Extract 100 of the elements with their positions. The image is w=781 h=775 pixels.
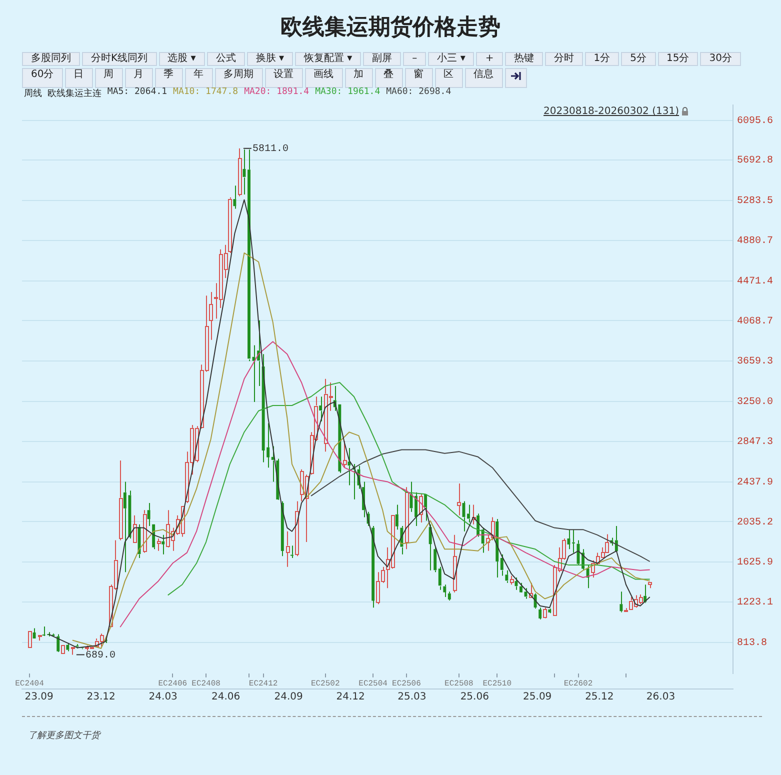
candlestick <box>42 626 46 636</box>
candlestick <box>290 545 294 558</box>
y-tick-label: 1223.1 <box>736 598 774 609</box>
candlestick <box>280 500 284 557</box>
x2-tick-label: EC2506 <box>392 679 422 688</box>
text: 恢复配置 ▾ <box>294 52 362 66</box>
candlestick <box>319 396 322 422</box>
y-tick-label: 3250.0 <box>736 397 774 408</box>
x-tick-label: 25.03 <box>398 692 426 703</box>
text: 区 <box>434 68 463 88</box>
text: 了解更多图文干货 <box>28 730 100 742</box>
text: 多股同列 <box>22 52 80 66</box>
candlestick <box>567 529 570 550</box>
y-tick-label: 3659.3 <box>736 356 774 368</box>
candlestick <box>162 534 165 555</box>
text: 1分 <box>584 52 620 66</box>
text: 季 <box>154 68 183 88</box>
candlestick <box>372 526 375 608</box>
text: 月 <box>124 68 153 88</box>
text: 5分 <box>621 52 656 66</box>
text: 周线 欧线集运主连 <box>24 88 102 100</box>
candlestick <box>572 529 575 554</box>
candlestick <box>395 504 398 530</box>
x-tick-label: 25.09 <box>523 692 552 703</box>
text: 公式 <box>206 52 245 66</box>
candlestick <box>505 570 508 584</box>
x2-tick-label: EC2504 <box>358 679 388 688</box>
x2-tick-label: EC2602 <box>564 679 593 688</box>
text: 加 <box>344 68 373 88</box>
candlestick <box>467 504 470 524</box>
candlestick <box>248 148 250 362</box>
x2-tick-label: EC2406 <box>158 679 188 688</box>
text: MA20: 1891.4 <box>244 87 310 99</box>
text: 60分 <box>22 68 63 88</box>
y-tick-label: 2035.2 <box>736 517 774 528</box>
y-tick-label: 2847.3 <box>736 437 774 448</box>
candlestick <box>620 591 623 613</box>
text: 画线 <box>304 68 343 88</box>
text: MA60: 2698.4 <box>386 87 452 99</box>
text: MA30: 1961.4 <box>315 87 380 99</box>
text: 分时K线同列 <box>82 52 157 66</box>
y-tick-label: 4471.4 <box>736 276 774 288</box>
candlestick <box>496 518 499 578</box>
x2-tick-label: EC2412 <box>248 679 278 688</box>
annotation: 20230818-20260302 (131) <box>544 106 679 117</box>
y-tick-label: 1625.9 <box>736 558 774 569</box>
text: 日 <box>64 68 93 88</box>
text: 窗 <box>404 68 433 88</box>
text: MA5: 2064.1 <box>107 87 168 99</box>
y-tick-label: 4068.7 <box>736 316 774 328</box>
x-tick-label: 25.12 <box>585 692 614 703</box>
text: 选股 ▾ <box>158 52 205 66</box>
x-tick-label: 24.03 <box>148 692 178 703</box>
x-tick-label: 25.06 <box>460 692 489 703</box>
text: 30分 <box>700 52 741 66</box>
text: 热键 <box>504 52 543 66</box>
x2-tick-label: EC2502 <box>310 679 340 688</box>
text: 设置 <box>264 68 303 88</box>
y-tick-label: 813.8 <box>736 638 768 650</box>
text: 周 <box>94 68 123 88</box>
x2-tick-label: EC2510 <box>482 679 512 688</box>
y-tick-label: 2437.9 <box>736 477 774 488</box>
annotation: 689.0 <box>85 650 116 662</box>
y-tick-label: 5283.5 <box>736 196 774 208</box>
text: 多周期 <box>214 68 263 88</box>
text: 小三 ▾ <box>428 52 474 66</box>
text: – <box>403 52 426 66</box>
chart-title: 欧线集运期货价格走势 <box>280 14 502 42</box>
annotation: 5811.0 <box>252 144 288 156</box>
text: 分时 <box>544 52 583 66</box>
y-tick-label: 4880.7 <box>736 236 774 247</box>
candlestick <box>538 607 542 620</box>
candlestick <box>414 492 418 527</box>
candlestick <box>424 494 428 522</box>
y-tick-label: 6095.6 <box>736 116 774 127</box>
y-tick-label: 5692.8 <box>736 156 774 167</box>
x-tick-label: 26.03 <box>646 692 676 703</box>
x-tick-label: 23.12 <box>86 692 116 703</box>
candlestick <box>448 591 451 602</box>
text: + <box>476 52 503 66</box>
x2-tick-label: EC2404 <box>15 679 44 688</box>
x-tick-label: 24.06 <box>212 692 240 703</box>
candlestick <box>56 634 60 652</box>
text: 15分 <box>658 52 698 66</box>
x-tick-label: 24.12 <box>336 692 365 703</box>
text: MA10: 1747.8 <box>173 87 238 99</box>
candlestick <box>233 185 236 210</box>
text: 信息 <box>464 68 503 88</box>
candlestick <box>242 148 246 195</box>
x-tick-label: 23.09 <box>24 692 54 703</box>
text: 换肤 ▾ <box>246 52 293 66</box>
text: 叠 <box>374 68 403 88</box>
x-tick-label: 24.09 <box>274 692 303 703</box>
x2-tick-label: EC2408 <box>192 679 221 688</box>
candlestick <box>348 448 351 486</box>
text: 年 <box>184 68 213 88</box>
candlestick <box>438 566 442 590</box>
text: 副屏 <box>363 52 402 66</box>
candlestick <box>443 584 446 598</box>
x2-tick-label: EC2508 <box>444 679 474 688</box>
